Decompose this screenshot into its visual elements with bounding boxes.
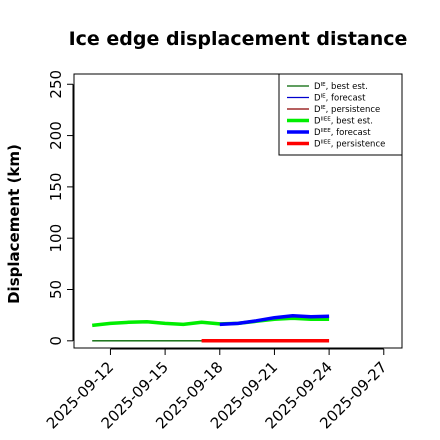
y-tick-label: 200: [47, 121, 65, 150]
series-line: [219, 313, 330, 327]
legend-label: DIE, forecast: [314, 94, 366, 104]
legend-label: DIE, best est.: [314, 82, 368, 92]
y-tick-label: 100: [47, 224, 65, 253]
chart-title: Ice edge displacement distance: [69, 28, 408, 50]
legend-label: DIIEE, forecast: [314, 128, 371, 138]
y-tick-label: 150: [47, 173, 65, 202]
plot-area: [92, 313, 330, 343]
legend-label: DIE, persistence: [314, 105, 380, 115]
y-tick-label: 250: [47, 70, 65, 99]
y-axis-label: Displacement (km): [5, 144, 23, 304]
y-tick-label: 0: [47, 336, 65, 346]
series-line: [92, 316, 330, 328]
legend-label: DIIEE, best est.: [314, 117, 373, 127]
legend-label: DIIEE, persistence: [314, 140, 385, 150]
y-tick-label: 50: [47, 280, 65, 299]
plot-frame: [73, 73, 403, 349]
legend-box: [278, 73, 403, 156]
